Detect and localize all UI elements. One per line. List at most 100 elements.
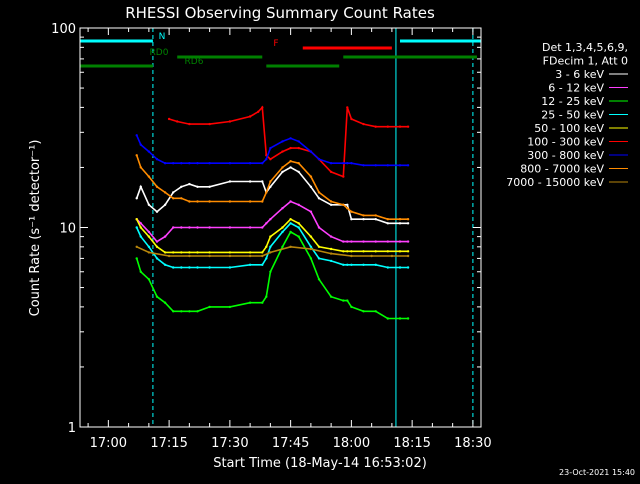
data-point	[188, 182, 191, 186]
data-point	[346, 207, 349, 210]
data-point	[147, 150, 151, 153]
data-point	[342, 250, 345, 253]
data-point	[155, 158, 159, 161]
data-point	[317, 257, 321, 260]
data-point	[374, 125, 377, 128]
data-point	[208, 122, 211, 126]
data-point	[163, 263, 167, 266]
data-point	[390, 254, 394, 258]
data-point	[172, 197, 175, 200]
data-point	[147, 203, 151, 206]
x-tick-label: 18:00	[333, 436, 370, 451]
data-point	[289, 166, 292, 169]
series-12-25-keV	[135, 230, 410, 320]
data-point	[289, 146, 292, 150]
data-point	[297, 162, 300, 165]
data-point	[281, 245, 284, 248]
data-point	[188, 200, 191, 203]
data-point	[261, 162, 264, 165]
data-point	[208, 226, 211, 229]
data-point	[329, 203, 333, 206]
data-point	[362, 263, 365, 266]
data-point	[228, 120, 232, 123]
data-point	[386, 125, 389, 128]
x-tick-label: 17:15	[150, 436, 187, 451]
data-point	[269, 251, 272, 254]
data-point	[362, 214, 365, 217]
data-point	[139, 270, 142, 273]
data-point	[406, 218, 410, 221]
data-point	[269, 185, 272, 188]
data-point	[172, 310, 175, 313]
series-25-50-keV	[135, 222, 410, 269]
data-point	[172, 251, 175, 254]
data-point	[350, 263, 353, 266]
data-point	[147, 278, 151, 281]
data-point	[180, 266, 183, 269]
data-point	[317, 278, 321, 281]
data-point	[248, 115, 252, 118]
bar-label-f: F	[273, 39, 278, 49]
data-point	[406, 250, 410, 253]
data-point	[289, 222, 292, 225]
series-50-100-keV	[135, 218, 410, 254]
data-point	[398, 125, 402, 128]
data-point	[297, 170, 300, 174]
data-point	[374, 214, 377, 217]
data-point	[350, 305, 353, 309]
data-point	[406, 222, 410, 225]
data-point	[248, 226, 252, 229]
data-point	[139, 235, 142, 238]
data-point	[167, 117, 171, 121]
y-tick-label: 1	[68, 421, 76, 436]
data-point	[362, 218, 365, 221]
data-point	[196, 266, 199, 269]
data-point	[208, 251, 211, 254]
series-7000-15000-keV	[135, 245, 410, 258]
data-point	[265, 222, 268, 225]
data-point	[317, 226, 321, 229]
data-point	[350, 240, 353, 243]
data-point	[362, 250, 365, 253]
data-point	[228, 180, 232, 183]
data-point	[139, 185, 142, 188]
data-point	[139, 143, 142, 146]
data-point	[289, 230, 292, 234]
bar-label-rd0: RD0	[150, 48, 169, 58]
data-point	[248, 254, 252, 258]
data-point	[342, 263, 345, 266]
data-point	[398, 218, 402, 221]
data-point	[135, 245, 138, 248]
data-point	[346, 250, 349, 253]
data-point	[406, 266, 410, 269]
data-point	[386, 317, 389, 320]
data-point	[155, 295, 159, 298]
data-point	[297, 146, 300, 150]
data-point	[228, 251, 232, 254]
data-point	[269, 270, 272, 273]
data-point	[406, 317, 410, 320]
data-point	[147, 245, 151, 248]
data-point	[329, 259, 333, 263]
data-point	[386, 164, 389, 167]
data-point	[350, 117, 353, 121]
data-point	[188, 266, 191, 269]
series-layer	[135, 105, 410, 320]
data-point	[297, 140, 300, 143]
data-point	[309, 247, 313, 251]
data-point	[261, 226, 264, 229]
data-point	[329, 235, 333, 238]
data-point	[139, 222, 142, 225]
data-point	[342, 175, 345, 178]
y-tick-label: 10	[59, 222, 76, 237]
data-point	[180, 226, 183, 229]
data-point	[398, 164, 402, 167]
data-point	[317, 191, 321, 194]
data-point	[167, 254, 171, 258]
data-point	[163, 235, 167, 238]
data-point	[281, 170, 284, 174]
data-point	[172, 226, 175, 229]
data-point	[261, 180, 264, 183]
x-tick-label: 17:30	[211, 436, 248, 451]
data-point	[135, 134, 138, 137]
